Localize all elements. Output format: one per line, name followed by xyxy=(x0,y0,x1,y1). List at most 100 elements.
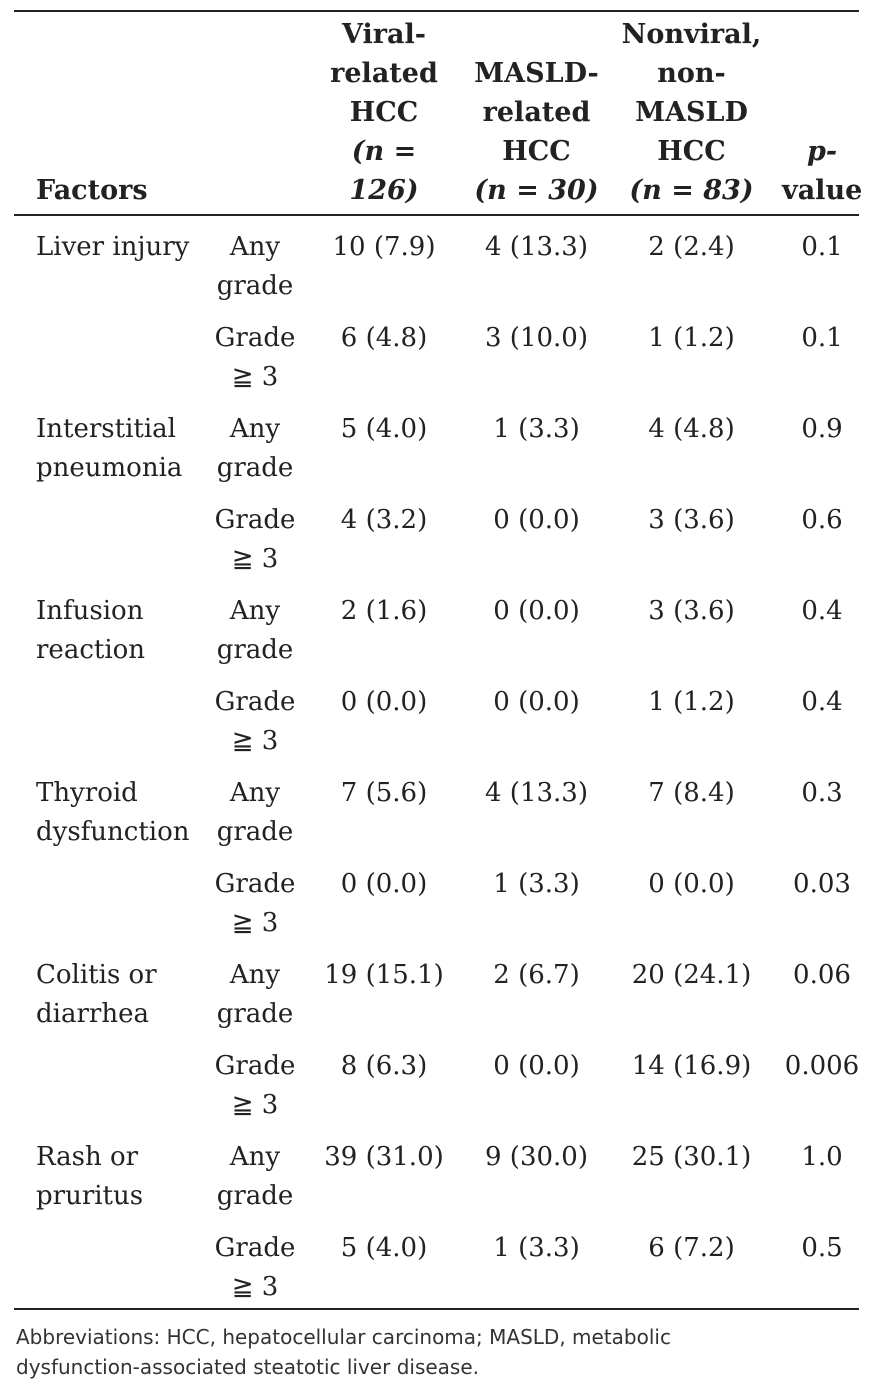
grade-cell-line: Grade xyxy=(214,687,296,717)
viral-cell-line: 10 (7.9) xyxy=(332,232,436,262)
p-value-cell-line: 0.6 xyxy=(801,505,843,535)
factor-cell: Liver injury xyxy=(36,228,216,267)
grade-cell: Grade ≧ 3 xyxy=(214,865,296,943)
grade-cell-line: Any xyxy=(229,960,281,990)
footnote-line: Abbreviations: HCC, hepatocellular carci… xyxy=(16,1325,671,1349)
header-viral-n: (n = 126) xyxy=(349,136,419,206)
grade-cell-line: grade xyxy=(216,453,294,483)
grade-cell: Grade ≧ 3 xyxy=(214,683,296,761)
grade-cell: Any grade xyxy=(214,774,296,852)
grade-cell-line: Any xyxy=(229,414,281,444)
footnote-line: dysfunction-associated steatotic liver d… xyxy=(16,1355,480,1379)
table-row: Liver injury Any grade 10 (7.9) 4 (13.3) 2 (2… xyxy=(14,216,859,307)
grade-cell-line: grade xyxy=(216,271,294,301)
p-value-cell: 0.006 xyxy=(782,1047,862,1086)
grade-cell: Grade ≧ 3 xyxy=(214,501,296,579)
masld-cell-line: 3 (10.0) xyxy=(485,323,588,353)
factor-cell: Colitis or diarrhea xyxy=(36,956,216,1034)
factor-cell: Thyroid dysfunction xyxy=(36,774,216,852)
p-value-cell: 1.0 xyxy=(782,1138,862,1177)
masld-cell: 1 (3.3) xyxy=(469,865,604,904)
header-nonviral-line: HCC xyxy=(657,136,726,167)
header-masld-line: related xyxy=(482,97,591,128)
masld-cell: 1 (3.3) xyxy=(469,410,604,449)
p-value-cell-line: 0.5 xyxy=(801,1233,843,1263)
nonviral-cell-line: 1 (1.2) xyxy=(648,687,735,717)
table-row: Rash or pruritus Any grade 39 (31.0) 9 (30.0)… xyxy=(14,1126,859,1217)
table-row: Infusion reaction Any grade 2 (1.6) 0 (0.0) 3 … xyxy=(14,580,859,671)
nonviral-cell-line: 7 (8.4) xyxy=(648,778,735,808)
table-header: Factors Viral- related HCC (n = 126) MAS… xyxy=(14,12,862,214)
viral-cell: 39 (31.0) xyxy=(314,1138,454,1177)
p-value-cell: 0.03 xyxy=(782,865,862,904)
grade-cell: Any grade xyxy=(214,410,296,488)
header-p-value: p- value xyxy=(782,132,862,210)
viral-cell-line: 19 (15.1) xyxy=(324,960,444,990)
table-row: Grade ≧ 3 0 (0.0) 1 (3.3) 0 (0.0) 0.03 xyxy=(14,853,859,944)
nonviral-cell: 7 (8.4) xyxy=(619,774,764,813)
p-value-cell: 0.5 xyxy=(782,1229,862,1268)
viral-cell-line: 2 (1.6) xyxy=(340,596,428,626)
masld-cell-line: 4 (13.3) xyxy=(485,778,588,808)
adverse-events-table: Factors Viral- related HCC (n = 126) MAS… xyxy=(14,10,862,1382)
table-top-rule xyxy=(14,10,859,12)
header-masld-n: (n = 30) xyxy=(474,175,599,206)
viral-cell: 2 (1.6) xyxy=(314,592,454,631)
nonviral-cell-line: 3 (3.6) xyxy=(648,596,735,626)
header-viral-line: HCC xyxy=(349,97,419,128)
masld-cell: 3 (10.0) xyxy=(469,319,604,358)
p-value-cell: 0.4 xyxy=(782,683,862,722)
viral-cell: 4 (3.2) xyxy=(314,501,454,540)
nonviral-cell-line: 1 (1.2) xyxy=(648,323,735,353)
masld-cell: 4 (13.3) xyxy=(469,228,604,267)
factor-cell-line: Rash or xyxy=(36,1142,139,1172)
masld-cell: 1 (3.3) xyxy=(469,1229,604,1268)
factor-cell-line: Thyroid xyxy=(36,778,138,808)
grade-cell-line: ≧ 3 xyxy=(231,1090,279,1120)
factor-cell-line: pruritus xyxy=(36,1181,144,1211)
header-nonviral-line: non- xyxy=(657,58,726,89)
viral-cell-line: 39 (31.0) xyxy=(324,1142,444,1172)
grade-cell-line: Any xyxy=(229,778,281,808)
viral-cell-line: 4 (3.2) xyxy=(340,505,428,535)
viral-cell: 5 (4.0) xyxy=(314,1229,454,1268)
p-value-cell: 0.6 xyxy=(782,501,862,540)
grade-cell-line: Grade xyxy=(214,869,296,899)
grade-cell-line: Grade xyxy=(214,1051,296,1081)
p-value-cell-line: 1.0 xyxy=(801,1142,843,1172)
header-factors: Factors xyxy=(36,175,148,206)
grade-cell: Grade ≧ 3 xyxy=(214,319,296,397)
factor-cell: Rash or pruritus xyxy=(36,1138,216,1216)
table-row: Grade ≧ 3 6 (4.8) 3 (10.0) 1 (1.2) 0.1 xyxy=(14,307,859,398)
nonviral-cell: 14 (16.9) xyxy=(619,1047,764,1086)
p-value-cell-line: 0.1 xyxy=(801,232,843,262)
grade-cell: Any grade xyxy=(214,228,296,306)
nonviral-cell: 3 (3.6) xyxy=(619,501,764,540)
grade-cell-line: grade xyxy=(216,817,294,847)
masld-cell-line: 1 (3.3) xyxy=(493,414,580,444)
grade-cell-line: ≧ 3 xyxy=(231,726,279,756)
factor-cell-line: reaction xyxy=(36,635,146,665)
viral-cell: 8 (6.3) xyxy=(314,1047,454,1086)
nonviral-cell-line: 14 (16.9) xyxy=(631,1051,752,1081)
grade-cell-line: Grade xyxy=(214,1233,296,1263)
grade-cell: Any grade xyxy=(214,956,296,1034)
grade-cell-line: Any xyxy=(229,232,281,262)
table-footnote: Abbreviations: HCC, hepatocellular carci… xyxy=(14,1322,859,1382)
masld-cell-line: 2 (6.7) xyxy=(493,960,580,990)
grade-cell-line: Grade xyxy=(214,323,296,353)
factor-cell-line: diarrhea xyxy=(36,999,149,1029)
grade-cell: Any grade xyxy=(214,1138,296,1216)
factor-cell-line: Infusion xyxy=(36,596,144,626)
nonviral-cell: 25 (30.1) xyxy=(619,1138,764,1177)
p-value-cell-line: 0.006 xyxy=(784,1051,860,1081)
factor-cell: Interstitial pneumonia xyxy=(36,410,216,488)
header-nonviral: Nonviral, non- MASLD HCC (n = 83) xyxy=(619,15,764,210)
grade-cell-line: ≧ 3 xyxy=(231,908,279,938)
table-row: Colitis or diarrhea Any grade 19 (15.1) 2 (6.… xyxy=(14,944,859,1035)
viral-cell-line: 0 (0.0) xyxy=(340,687,428,717)
p-value-cell-line: 0.4 xyxy=(801,687,843,717)
header-p-line: p- xyxy=(806,136,838,167)
viral-cell-line: 5 (4.0) xyxy=(340,414,428,444)
viral-cell-line: 5 (4.0) xyxy=(340,1233,428,1263)
